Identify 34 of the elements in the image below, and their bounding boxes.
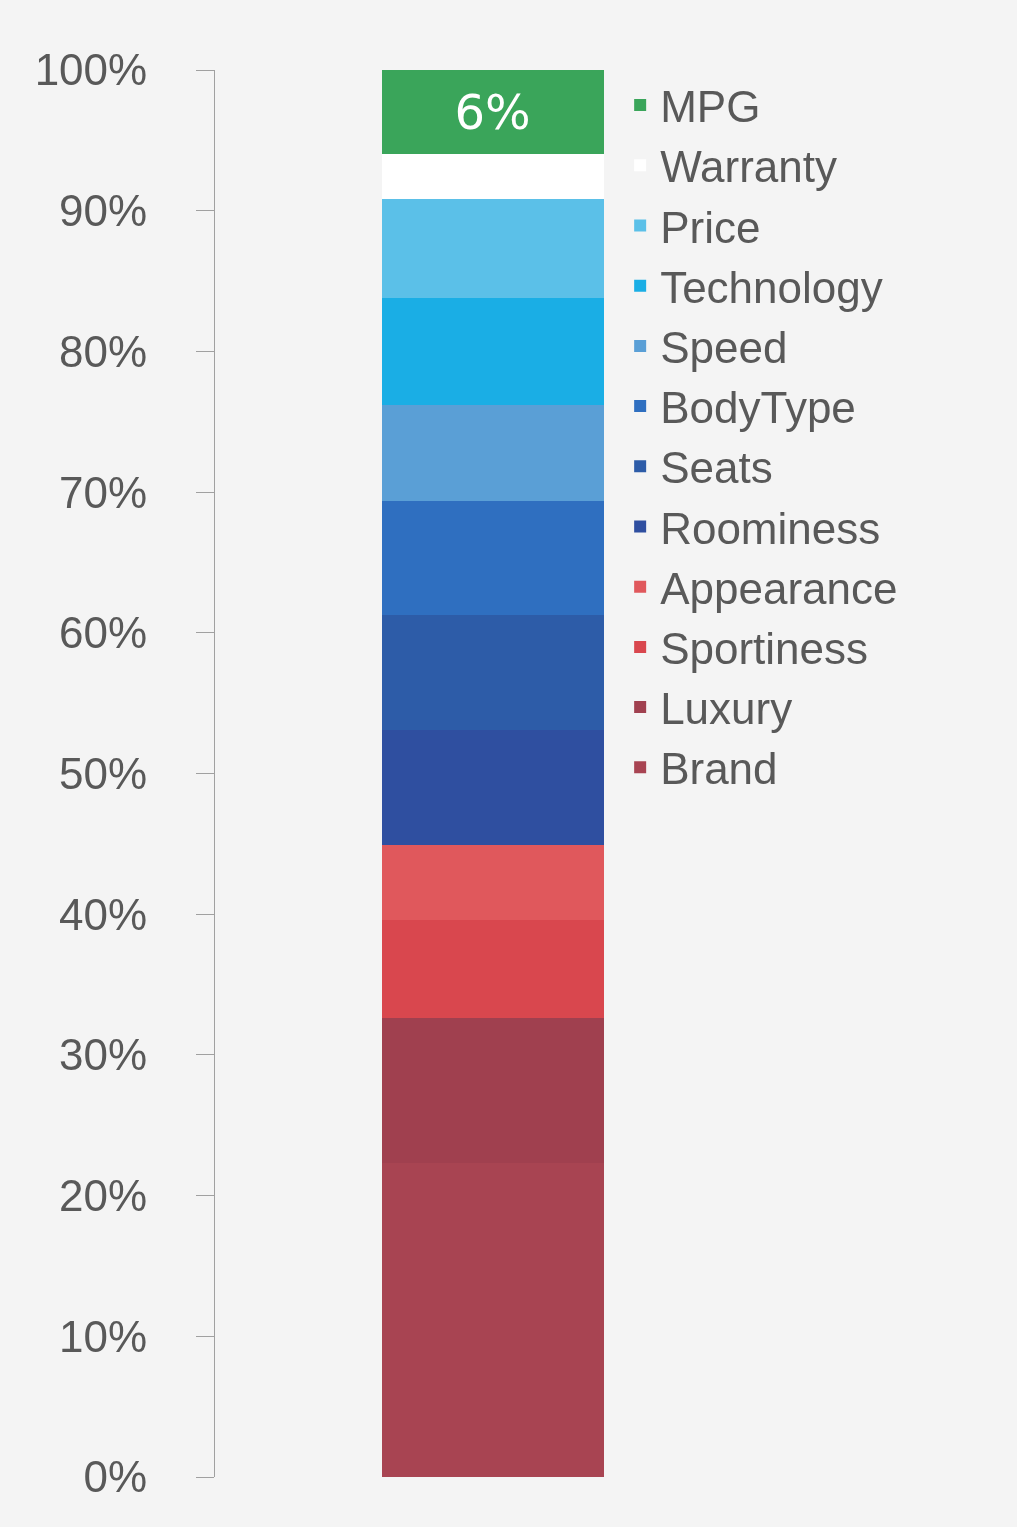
bar (381, 729, 604, 846)
y-tick-label: 10% (59, 1311, 148, 1361)
bar (381, 500, 604, 615)
legend-label: Sportiness (660, 624, 869, 674)
legend-label: Speed (660, 323, 788, 373)
y-tick-label: 30% (59, 1030, 148, 1080)
bar (381, 845, 604, 920)
legend-label: Appearance (660, 563, 898, 613)
data-label: 6% (454, 84, 531, 141)
y-tick-label: 20% (59, 1171, 148, 1220)
y-tick-label: 100% (34, 45, 148, 95)
legend-label: Brand (660, 744, 778, 794)
legend-label: Luxury (660, 684, 793, 734)
legend-label: Seats (660, 443, 773, 493)
y-tick-label: 0% (83, 1452, 148, 1502)
bar (381, 919, 604, 1019)
legend-label: Price (660, 202, 761, 252)
bar (381, 404, 604, 501)
bar (381, 614, 604, 730)
y-tick-label: 70% (59, 467, 148, 517)
legend-label: Roominess (660, 503, 881, 553)
bar (381, 154, 604, 200)
legend-label: MPG (660, 82, 761, 132)
y-tick-label: 50% (59, 748, 148, 798)
legend-label: BodyType (660, 383, 856, 433)
y-tick-label: 90% (59, 186, 148, 236)
legend-label: Technology (660, 262, 883, 312)
legend-label: Warranty (660, 142, 837, 192)
y-tick-label: 40% (59, 889, 148, 939)
y-tick-label: 60% (59, 608, 148, 658)
bar (381, 297, 604, 405)
bar (381, 70, 604, 155)
y-tick-label: 80% (59, 326, 148, 376)
bar (381, 199, 604, 298)
